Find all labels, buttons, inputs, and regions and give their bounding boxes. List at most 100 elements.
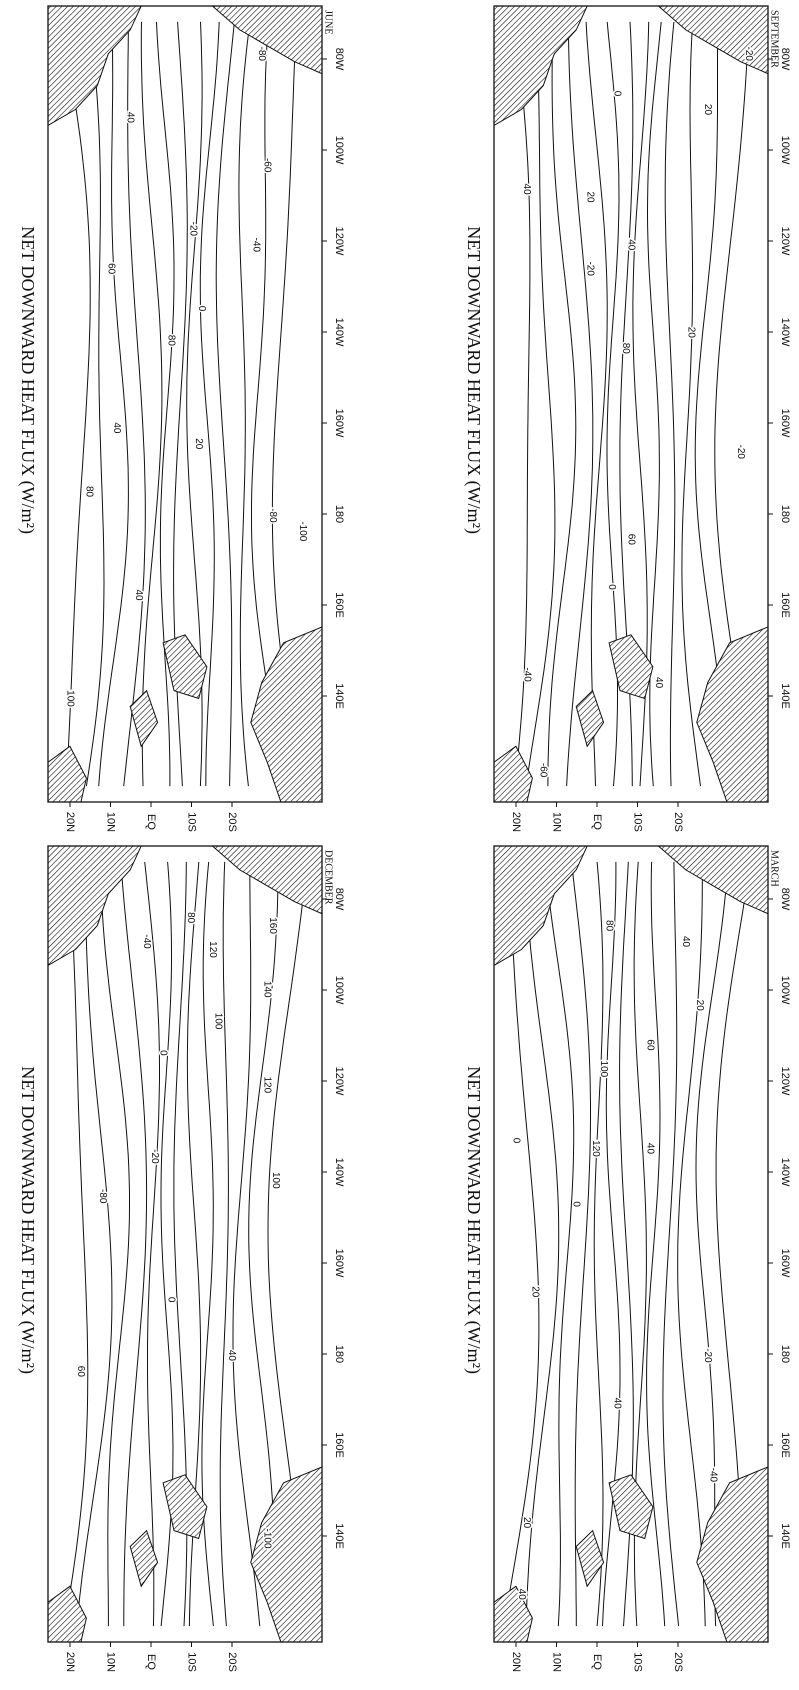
contour-label: 20 [529,1286,540,1298]
contour-label: 60 [75,1366,86,1378]
longitude-label: 140W [333,318,345,347]
longitude-label: 160E [779,592,791,618]
longitude-label: 100W [779,136,791,165]
longitude-label: 180 [779,1345,791,1363]
latitude-label: 20S [672,1652,684,1672]
contour-label: 80 [83,486,94,498]
longitude-label: 100W [779,976,791,1005]
contour-label: 100 [270,1172,281,1189]
contour-line [646,861,666,1627]
land [48,846,142,966]
longitude-label: 160W [333,409,345,438]
contour-label: 60 [645,1039,656,1051]
contour-label: 20 [686,327,697,339]
land [696,626,768,802]
contour-label: -80 [97,1189,108,1204]
contour-label: 40 [680,936,691,948]
contour-line [85,21,105,787]
land [494,745,533,802]
longitude-label: 160E [333,592,345,618]
contour-label: -20 [149,1149,160,1164]
contour-label: 60 [625,534,636,546]
latitude-label: 10S [632,812,644,832]
contour-label: 20 [694,1000,705,1012]
contour-label: 20 [193,438,204,450]
contour-line [248,861,279,1627]
longitude-label: 160W [779,1249,791,1278]
land [162,1474,208,1540]
contour-label: 80 [166,335,177,347]
contour-line [525,21,556,787]
land [494,6,588,126]
panel-title: NET DOWNWARD HEAT FLUX (W/m²) [17,226,38,534]
longitude-label: 120W [779,1067,791,1096]
contour-label: 80 [620,343,631,355]
land [608,1474,654,1540]
longitude-label: 180 [333,1345,345,1363]
contour-line [215,21,235,787]
contour-label: 80 [603,920,614,932]
contour-line [64,861,89,1627]
land [696,1466,768,1642]
longitude-label: 140E [333,683,345,709]
contour-label: -40 [521,667,532,682]
contour-line [547,21,577,787]
contour-label: 40 [111,422,122,434]
latitude-label: 20S [226,1652,238,1672]
month-label: MARCH [769,850,780,887]
contour-label: 0 [571,1201,582,1207]
map-panel: -20 20 0 40 20 -20 40 80 20 -20 60 0 -40 40 -60 80W 100W… [463,5,791,832]
land [657,6,768,75]
land [657,846,768,915]
contour-label: 0 [510,1138,521,1144]
contour-label: -20 [584,261,595,276]
longitude-label: 180 [779,505,791,523]
contour-label: 100 [64,690,75,707]
longitude-label: 140W [779,1158,791,1187]
contour-label: 40 [226,1350,237,1362]
map-frame [493,845,769,1643]
map-area: 80 160 120 -40 140 100 0 120 -80 -20 100 0 60 40 -100 [48,846,322,1642]
contour-label: 0 [196,306,207,312]
longitude-label: 100W [333,976,345,1005]
map-panel: -80 40 -60 60 -20 0 -40 80 40 20 -80 -100 80 100 40 80W… [17,5,345,832]
longitude-label: 120W [779,227,791,256]
latitude-label: 20S [672,812,684,832]
longitude-label: 120W [333,1067,345,1096]
contour-label: 120 [590,1140,601,1157]
contour-label: -40 [251,238,262,253]
land [129,1529,159,1588]
contour-line [695,861,729,1627]
contour-label: 0 [157,1050,168,1056]
map-panel: 80 40 20 60 100 120 40 0 0 20 -20 40 -40 20 40 80W 100W 1… [463,845,791,1672]
land [129,689,159,748]
longitude-label: 180 [333,505,345,523]
map-frame [47,5,323,803]
contour-label: 140 [262,981,273,998]
longitude-label: 140W [333,1158,345,1187]
panel-title: NET DOWNWARD HEAT FLUX (W/m²) [463,226,484,534]
latitude-label: 10S [632,1652,644,1672]
longitude-label: 140E [779,1523,791,1549]
contour-label: 20 [521,1517,532,1529]
longitude-label: 160W [333,1249,345,1278]
longitude-label: 100W [333,136,345,165]
land [250,1466,322,1642]
contour-label: 40 [133,589,144,601]
land [575,689,605,748]
latitude-label: EQ [591,1654,603,1670]
panel-title: NET DOWNWARD HEAT FLUX (W/m²) [463,1066,484,1374]
latitude-label: 10N [551,1652,563,1672]
contour-line [219,861,229,1627]
map-area: -80 40 -60 60 -20 0 -40 80 40 20 -80 -100 80 100 40 [48,6,322,802]
contour-label: 40 [653,677,664,689]
longitude-label: 80W [779,48,791,71]
land [494,1585,533,1642]
map-frame [47,845,323,1643]
contour-label: 100 [598,1061,609,1078]
contour-label: 160 [267,917,278,934]
contour-label: 0 [606,584,617,590]
land [48,6,142,126]
contour-line [694,21,728,787]
